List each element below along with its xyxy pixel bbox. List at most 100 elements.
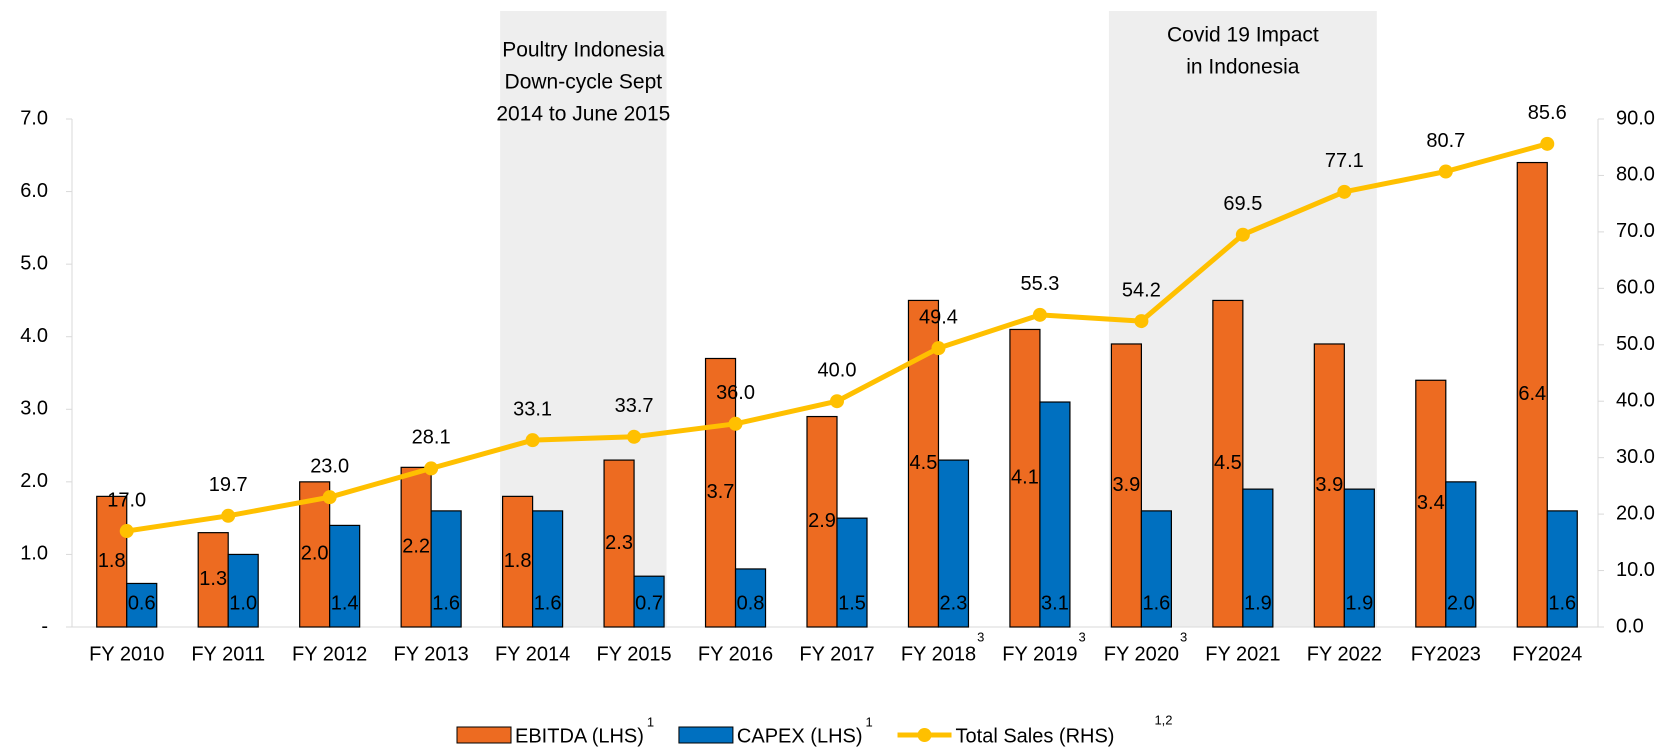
data-label: 4.1	[1011, 467, 1039, 489]
bar	[299, 481, 331, 628]
data-label: 2.9	[808, 510, 836, 532]
bar	[1039, 401, 1071, 628]
legend-label: EBITDA (LHS)	[515, 725, 644, 747]
data-label: 1.6	[534, 592, 562, 614]
x-tick-label: FY 2021	[1205, 643, 1280, 665]
axes: - 1.0 2.0 3.0 4.0 5.0 6.0 7.0 0.0 10.0 20.0 30.0 40.…	[20, 107, 1655, 665]
annotation-line: 2014 to June 2015	[496, 103, 670, 126]
annotation-line: Down-cycle Sept	[505, 71, 663, 94]
data-label: 19.7	[209, 474, 248, 496]
bar	[197, 532, 229, 628]
legend-swatch	[917, 728, 932, 742]
y-tick-label: -	[41, 615, 48, 637]
legend-swatch	[678, 726, 734, 744]
bar	[836, 517, 868, 628]
data-label: 69.5	[1223, 193, 1262, 215]
data-label: 4.5	[1214, 452, 1242, 474]
bar	[1009, 328, 1041, 628]
sales-marker	[1032, 307, 1047, 322]
x-tick-label: FY 2019	[1002, 643, 1077, 665]
x-tick-label: FY2023	[1411, 643, 1481, 665]
y-tick-label: 4.0	[20, 325, 48, 347]
bar	[1415, 379, 1447, 628]
bar	[1242, 488, 1274, 628]
annotation-line: Poultry Indonesia	[502, 39, 665, 62]
x-tick-label: FY 2016	[698, 643, 773, 665]
y2-tick-label: 40.0	[1616, 390, 1655, 412]
legend-swatch	[456, 726, 512, 744]
data-label: 6.4	[1518, 383, 1546, 405]
legend-note: 1	[647, 714, 654, 729]
y-tick-label: 7.0	[20, 107, 48, 129]
legend-note: 1	[866, 714, 873, 729]
data-label: 1.0	[229, 592, 257, 614]
bar	[1546, 510, 1578, 628]
sales-marker	[525, 433, 540, 448]
y-tick-label: 1.0	[20, 543, 48, 565]
data-label: 1.9	[1345, 592, 1373, 614]
bar	[126, 582, 158, 628]
data-label: 4.5	[910, 452, 938, 474]
x-tick-label: FY 2020	[1104, 643, 1179, 665]
data-label: 3.4	[1417, 492, 1445, 514]
annotation-line: Covid 19 Impact	[1167, 24, 1319, 47]
data-label: 77.1	[1325, 150, 1364, 172]
data-label: 3.7	[707, 481, 735, 503]
y2-tick-label: 70.0	[1616, 220, 1655, 242]
data-label: 3.9	[1315, 474, 1343, 496]
bar	[806, 415, 838, 628]
bar	[1445, 481, 1477, 628]
data-label: 1.4	[331, 592, 359, 614]
data-label: 1.9	[1244, 592, 1272, 614]
sales-marker	[931, 341, 946, 356]
y2-tick-label: 30.0	[1616, 446, 1655, 468]
legend-label: Total Sales (RHS)	[956, 725, 1115, 747]
y2-tick-label: 50.0	[1616, 333, 1655, 355]
data-label: 55.3	[1020, 273, 1059, 295]
data-label: 1.6	[432, 592, 460, 614]
marks	[96, 136, 1578, 628]
x-tick-note: 3	[1079, 629, 1086, 644]
data-label: 1.5	[838, 592, 866, 614]
bar	[603, 459, 635, 628]
data-label: 17.0	[107, 489, 146, 511]
bar	[531, 510, 564, 628]
data-label: 36.0	[716, 382, 755, 404]
x-tick-label: FY 2010	[89, 643, 164, 665]
y2-tick-label: 90.0	[1616, 107, 1655, 129]
x-tick-label: FY 2011	[191, 643, 265, 665]
data-label: 1.8	[504, 550, 532, 572]
data-label: 85.6	[1528, 102, 1567, 124]
bar	[1110, 343, 1143, 628]
data-label: 1.3	[199, 568, 227, 590]
data-label: 3.9	[1112, 474, 1140, 496]
y-tick-label: 5.0	[20, 252, 48, 274]
data-label: 23.0	[310, 455, 349, 477]
data-label: 80.7	[1426, 130, 1465, 152]
labels: Poultry Indonesia Down-cycle Sept 2014 to …	[98, 24, 1576, 615]
data-label: 2.0	[301, 543, 329, 565]
bar	[1343, 488, 1375, 628]
data-label: 2.3	[605, 532, 633, 554]
sales-marker	[830, 394, 844, 409]
data-label: 28.1	[412, 427, 451, 449]
y2-tick-label: 60.0	[1616, 277, 1655, 299]
data-label: 0.8	[737, 592, 765, 614]
data-label: 1.6	[1142, 592, 1170, 614]
y2-tick-label: 0.0	[1616, 615, 1644, 637]
x-tick-label: FY 2012	[292, 643, 367, 665]
bar	[1313, 343, 1345, 628]
x-tick-label: FY 2013	[394, 643, 469, 665]
data-label: 0.6	[128, 592, 156, 614]
bar	[430, 510, 462, 628]
data-label: 1.6	[1548, 592, 1576, 614]
data-label: 33.1	[513, 398, 552, 420]
data-label: 49.4	[919, 306, 958, 328]
bar	[1212, 299, 1244, 628]
bar	[734, 568, 767, 628]
sales-marker	[1134, 314, 1149, 329]
bar	[227, 553, 259, 628]
sales-marker	[119, 524, 134, 539]
x-tick-note: 3	[1180, 629, 1187, 644]
